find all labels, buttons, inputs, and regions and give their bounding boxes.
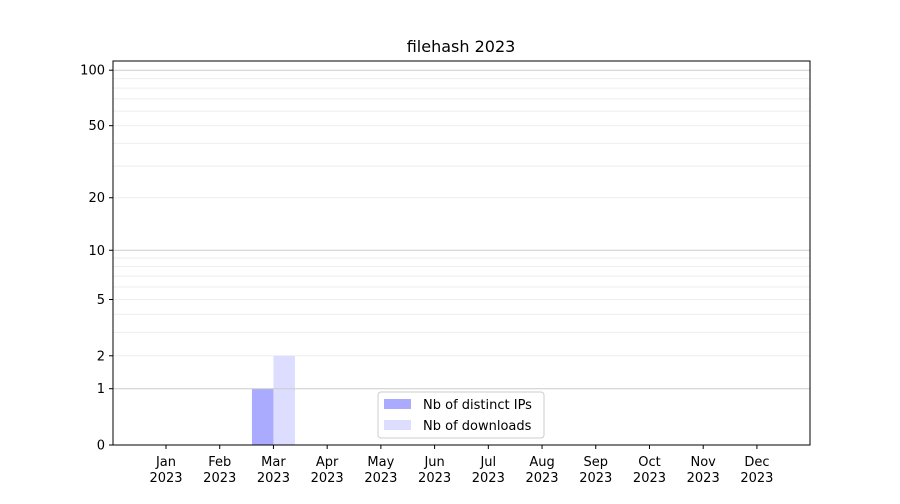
y-axis: 0 1 2 5 10 20 50 100 (80, 64, 113, 454)
y-tick-label: 10 (88, 244, 105, 259)
legend-box (377, 391, 545, 439)
x-tick-label: Feb (208, 455, 231, 470)
x-tick-label-year: 2023 (579, 471, 612, 486)
x-tick-label-year: 2023 (525, 471, 558, 486)
legend-swatch-downloads (384, 420, 411, 430)
bar (273, 355, 295, 445)
x-tick-label: May (367, 455, 394, 470)
x-tick-label-year: 2023 (364, 471, 397, 486)
bars (251, 355, 295, 445)
x-tick-label-year: 2023 (687, 471, 720, 486)
x-tick-label: Nov (691, 455, 717, 470)
x-tick-label-year: 2023 (311, 471, 344, 486)
bar (251, 388, 274, 445)
x-tick-label-year: 2023 (257, 471, 290, 486)
legend-swatch-distinct-ips (384, 399, 411, 409)
x-tick-label-year: 2023 (203, 471, 236, 486)
grid (113, 78, 810, 357)
x-tick-label: Jun (423, 455, 444, 470)
x-tick-label-year: 2023 (740, 471, 773, 486)
x-tick-label: Oct (638, 455, 660, 470)
y-tick-label: 2 (97, 349, 105, 364)
x-axis: Jan2023Feb2023Mar2023Apr2023May2023Jun20… (149, 445, 773, 486)
plot-frame (112, 60, 811, 446)
y-tick-label: 0 (97, 439, 105, 454)
y-tick-label: 50 (88, 119, 105, 134)
legend: Nb of distinct IPs Nb of downloads (377, 391, 545, 439)
x-tick-label-year: 2023 (472, 471, 505, 486)
x-tick-label: Mar (261, 455, 286, 470)
x-tick-label: Dec (744, 455, 769, 470)
y-tick-label: 5 (97, 293, 105, 308)
x-tick-label-year: 2023 (633, 471, 666, 486)
x-tick-label: Jul (479, 455, 496, 470)
x-tick-label-year: 2023 (418, 471, 451, 486)
y-tick-label: 100 (80, 64, 105, 79)
y-tick-label: 20 (88, 191, 105, 206)
x-tick-label: Aug (529, 455, 554, 470)
x-tick-label: Jan (155, 455, 176, 470)
y-tick-label: 1 (97, 382, 105, 397)
legend-label-downloads: Nb of downloads (423, 419, 532, 434)
x-tick-label: Sep (584, 455, 609, 470)
major-grid (113, 69, 810, 390)
x-tick-label-year: 2023 (149, 471, 182, 486)
legend-label-distinct-ips: Nb of distinct IPs (423, 398, 532, 413)
x-tick-label: Apr (316, 455, 339, 470)
chart-title: filehash 2023 (407, 37, 516, 56)
